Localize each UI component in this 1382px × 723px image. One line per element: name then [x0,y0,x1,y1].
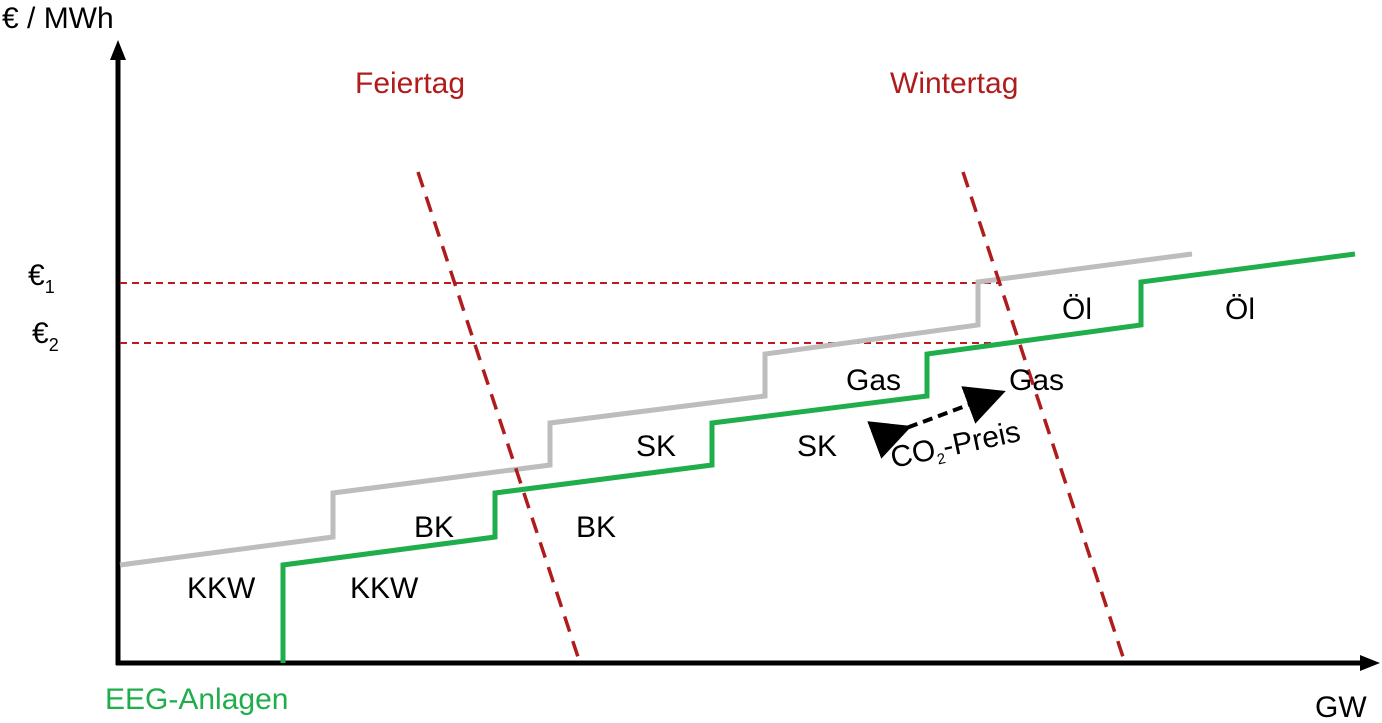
co2-price-arrow [867,386,1006,459]
ref-segment-gas: Gas [846,364,901,397]
ref-segment-bk: BK [414,511,454,544]
demand-label-wintertag: Wintertag [890,67,1018,100]
y-axis-label: € / MWh [2,2,114,35]
reference-supply-curve [119,251,1193,568]
y-axis-arrowhead [110,40,126,60]
eeg-segment-bk: BK [576,511,616,544]
demand-label-feiertag: Feiertag [355,67,465,100]
ref-segment-kkw: KKW [187,572,256,605]
x-axis-label: GW [1315,691,1367,723]
price-level-1-label: €1 [28,259,55,297]
demand-curve-feiertag [416,171,582,664]
eeg-supply-curve [280,251,1356,663]
eeg-origin-label: EEG-Anlagen [105,683,288,716]
co2-price-label: CO2-Preis [888,415,1024,478]
demand-curve-wintertag [961,171,1127,664]
eeg-segment-kkw: KKW [350,572,419,605]
x-axis-arrowhead [1360,655,1380,671]
price-level-2-label: €2 [32,317,59,355]
eeg-segment-oel: Öl [1225,293,1255,326]
eeg-segment-sk: SK [797,430,837,463]
ref-segment-sk: SK [636,430,676,463]
eeg-segment-gas: Gas [1009,364,1064,397]
ref-segment-oel: Öl [1062,293,1092,326]
